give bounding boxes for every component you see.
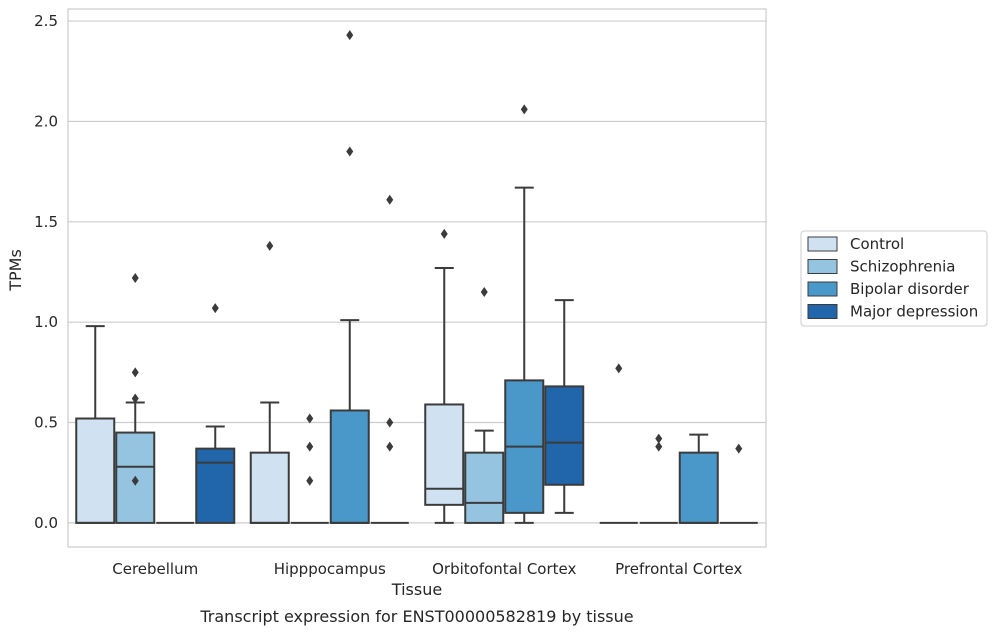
box-3-0 (195, 425, 236, 524)
outlier-point (131, 475, 139, 486)
box-body (249, 451, 290, 524)
box-body (329, 409, 370, 524)
y-tick-labels: 0.0 0.5 1.0 1.5 2.0 2.5 (34, 12, 58, 532)
legend-swatch (807, 259, 838, 274)
outlier-point (346, 146, 354, 157)
box-1-2 (464, 429, 505, 524)
legend-label: Schizophrenia (850, 258, 955, 276)
y-tick-label: 1.0 (34, 313, 58, 331)
outlier-point (615, 363, 623, 374)
box-3-2 (544, 299, 585, 514)
y-tick-label: 1.5 (34, 213, 58, 231)
legend-label: Major depression (850, 303, 978, 321)
x-tick-label: Cerebellum (112, 560, 198, 578)
outlier-point (655, 433, 663, 444)
plot-area-frame (67, 8, 767, 548)
outlier-point (386, 441, 394, 452)
y-tick-label: 2.5 (34, 12, 58, 30)
box-body (75, 417, 116, 524)
legend-frame (800, 230, 988, 327)
y-axis-label: TPMs (6, 249, 25, 292)
outlier-point (520, 104, 528, 115)
legend-items: Control Schizophrenia Bipolar disorder Majo… (807, 235, 978, 321)
box-body (424, 403, 465, 506)
legend: Control Schizophrenia Bipolar disorder Majo… (800, 230, 988, 327)
outlier-point (386, 194, 394, 205)
outlier-point (735, 443, 743, 454)
outlier-point (306, 475, 314, 486)
outlier-point (266, 240, 274, 251)
box-0-2 (424, 266, 465, 524)
legend-swatch (807, 236, 838, 252)
x-axis-label: Tissue (391, 580, 442, 599)
legend-label: Control (850, 235, 904, 253)
y-tick-label: 0.5 (34, 414, 58, 432)
outlier-point (386, 417, 394, 428)
boxes-layer (75, 186, 758, 524)
outlier-point (655, 441, 663, 452)
chart-caption: Transcript expression for ENST0000058281… (199, 607, 633, 626)
legend-label: Bipolar disorder (850, 280, 970, 298)
outlier-point (131, 367, 139, 378)
y-tick-label: 2.0 (34, 112, 58, 130)
box-2-3 (678, 433, 719, 524)
box-2-2 (504, 186, 545, 524)
box-body (195, 447, 236, 524)
outlier-point (211, 303, 219, 314)
legend-swatch (807, 304, 838, 319)
box-body (464, 451, 505, 524)
legend-swatch (807, 281, 838, 297)
outlier-point (306, 441, 314, 452)
box-0-0 (75, 325, 116, 524)
box-2-1 (329, 319, 370, 524)
outlier-point (346, 30, 354, 41)
box-0-1 (249, 401, 290, 524)
outlier-point (131, 273, 139, 283)
outlier-point (131, 393, 139, 404)
box-body (678, 451, 719, 524)
outlier-point (306, 413, 314, 424)
box-body (544, 385, 585, 486)
outlier-point (440, 228, 448, 239)
x-tick-label: Hipppocampus (274, 560, 386, 578)
x-tick-label: Orbitofontal Cortex (432, 560, 576, 578)
outlier-point (480, 287, 488, 298)
box-1-0 (115, 401, 156, 524)
x-tick-labels: Cerebellum Hipppocampus Orbitofontal Corte… (112, 560, 742, 578)
x-tick-label: Prefrontal Cortex (615, 560, 742, 578)
y-tick-label: 0.0 (34, 514, 58, 532)
outliers-layer (131, 30, 743, 486)
